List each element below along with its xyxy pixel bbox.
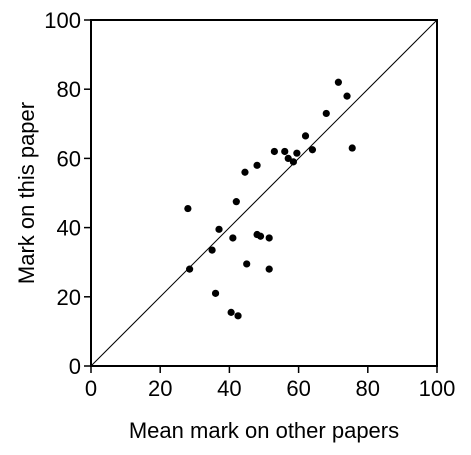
y-tick-label-0: 0 bbox=[69, 354, 81, 379]
y-tick-label-4: 80 bbox=[57, 77, 81, 102]
data-point-17 bbox=[281, 147, 289, 156]
data-point-6 bbox=[229, 234, 237, 242]
data-point-7 bbox=[232, 198, 240, 206]
data-point-18 bbox=[284, 154, 292, 162]
identity-line bbox=[90, 19, 438, 367]
data-point-4 bbox=[215, 225, 223, 233]
y-tick-label-5: 100 bbox=[44, 8, 81, 33]
data-point-19 bbox=[289, 158, 298, 166]
data-point-13 bbox=[256, 232, 265, 240]
y-tick-label-1: 20 bbox=[57, 285, 81, 310]
x-tick-label-2: 40 bbox=[217, 376, 241, 401]
x-axis-title: Mean mark on other papers bbox=[129, 418, 399, 443]
x-tick-label-0: 0 bbox=[85, 376, 97, 401]
data-point-22 bbox=[308, 146, 317, 154]
y-axis-ticks: 0 20 40 60 80 100 bbox=[44, 8, 91, 379]
data-point-20 bbox=[293, 149, 301, 157]
y-tick-label-3: 60 bbox=[57, 146, 81, 171]
x-axis-ticks: 0 20 40 60 80 100 bbox=[85, 366, 455, 401]
data-points bbox=[184, 78, 356, 320]
data-point-14 bbox=[265, 234, 273, 242]
plot-frame bbox=[90, 19, 438, 367]
x-tick-label-3: 60 bbox=[286, 376, 310, 401]
x-tick-label-5: 100 bbox=[419, 376, 456, 401]
data-point-23 bbox=[322, 109, 330, 118]
data-point-21 bbox=[301, 132, 310, 140]
data-point-0 bbox=[184, 204, 192, 213]
x-tick-label-4: 80 bbox=[356, 376, 380, 401]
x-tick-label-1: 20 bbox=[148, 376, 172, 401]
y-tick-label-2: 40 bbox=[57, 216, 81, 241]
data-point-16 bbox=[270, 147, 278, 156]
data-point-25 bbox=[343, 92, 351, 100]
data-point-5 bbox=[227, 308, 235, 316]
data-point-9 bbox=[241, 168, 249, 176]
data-point-24 bbox=[334, 78, 342, 86]
data-point-1 bbox=[186, 265, 194, 273]
data-point-11 bbox=[253, 161, 261, 169]
data-point-3 bbox=[211, 289, 220, 297]
data-point-15 bbox=[265, 265, 273, 273]
data-point-8 bbox=[234, 312, 242, 320]
data-point-2 bbox=[208, 246, 216, 254]
data-point-10 bbox=[243, 260, 251, 268]
y-axis-title: Mark on this paper bbox=[14, 102, 39, 284]
data-point-26 bbox=[348, 144, 356, 152]
